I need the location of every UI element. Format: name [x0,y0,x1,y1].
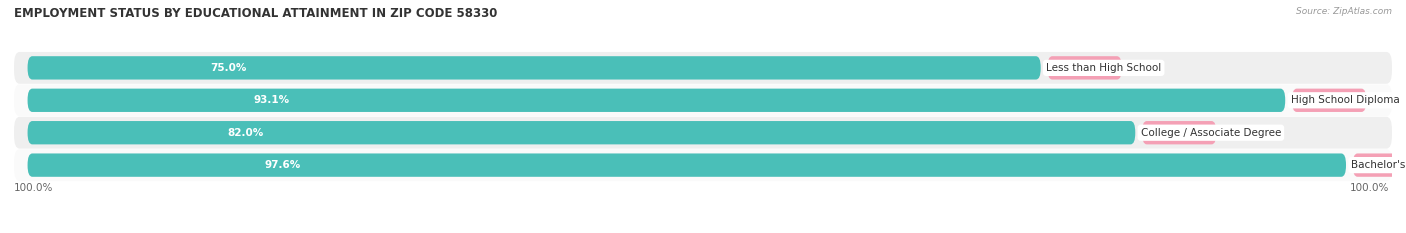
Text: 82.0%: 82.0% [226,128,263,138]
FancyBboxPatch shape [14,117,1392,149]
Text: EMPLOYMENT STATUS BY EDUCATIONAL ATTAINMENT IN ZIP CODE 58330: EMPLOYMENT STATUS BY EDUCATIONAL ATTAINM… [14,7,498,20]
FancyBboxPatch shape [28,121,1135,144]
FancyBboxPatch shape [28,154,1346,177]
FancyBboxPatch shape [1353,154,1406,177]
FancyBboxPatch shape [28,89,1285,112]
FancyBboxPatch shape [1142,121,1216,144]
FancyBboxPatch shape [14,52,1392,84]
FancyBboxPatch shape [1292,89,1367,112]
FancyBboxPatch shape [14,149,1392,181]
Text: Less than High School: Less than High School [1046,63,1161,73]
Text: Bachelor's Degree or higher: Bachelor's Degree or higher [1351,160,1406,170]
Text: 93.1%: 93.1% [254,95,290,105]
Text: 0.0%: 0.0% [1226,128,1251,138]
FancyBboxPatch shape [28,56,1040,79]
Text: High School Diploma: High School Diploma [1291,95,1399,105]
Text: 75.0%: 75.0% [209,63,246,73]
Text: 100.0%: 100.0% [1350,183,1389,193]
Text: College / Associate Degree: College / Associate Degree [1140,128,1281,138]
Text: 0.0%: 0.0% [1132,63,1157,73]
Text: 100.0%: 100.0% [14,183,53,193]
FancyBboxPatch shape [14,84,1392,116]
Text: Source: ZipAtlas.com: Source: ZipAtlas.com [1296,7,1392,16]
Text: 97.6%: 97.6% [264,160,301,170]
Text: 0.0%: 0.0% [1375,95,1402,105]
FancyBboxPatch shape [1047,56,1122,79]
